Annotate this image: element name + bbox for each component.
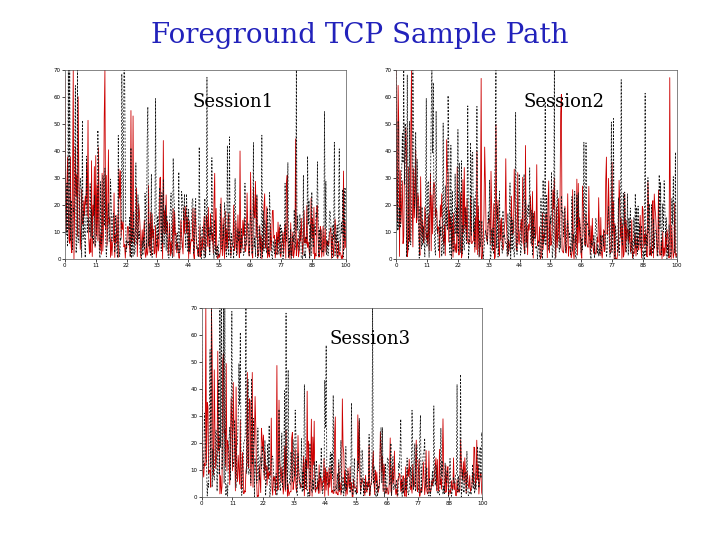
Text: Session1: Session1 bbox=[193, 93, 274, 111]
Text: Foreground TCP Sample Path: Foreground TCP Sample Path bbox=[151, 22, 569, 49]
Text: Session3: Session3 bbox=[330, 330, 410, 348]
Text: Session2: Session2 bbox=[524, 93, 605, 111]
